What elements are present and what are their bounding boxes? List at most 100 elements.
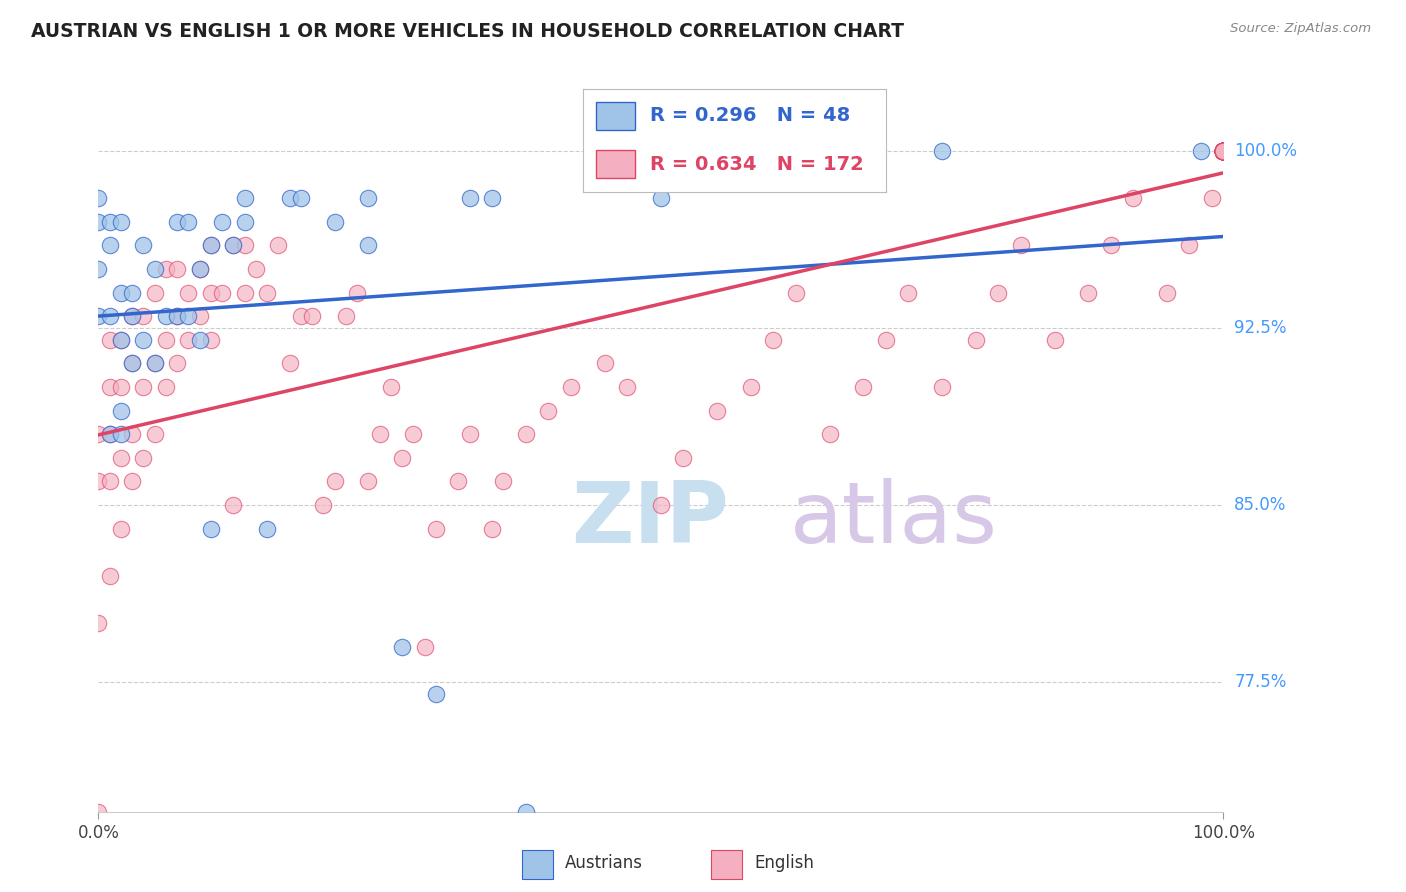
Point [143,356,166,370]
Point [1212,144,1234,158]
Text: 77.5%: 77.5% [1234,673,1286,691]
Point [1212,144,1234,158]
Point [560,380,582,394]
Point [357,191,380,205]
Point [616,380,638,394]
Point [1099,238,1122,252]
Point [346,285,368,300]
Text: R = 0.634   N = 172: R = 0.634 N = 172 [650,154,863,174]
Point [1212,144,1234,158]
Point [87,215,110,229]
Point [1212,144,1234,158]
Point [177,310,200,324]
Point [1212,144,1234,158]
Point [1212,144,1234,158]
Point [1122,191,1144,205]
Point [1212,144,1234,158]
Point [98,568,121,582]
Point [1212,144,1234,158]
Point [143,285,166,300]
Point [1212,144,1234,158]
Point [1212,144,1234,158]
Point [1212,144,1234,158]
Point [1212,144,1234,158]
Point [380,380,402,394]
Point [222,238,245,252]
Point [166,310,188,324]
Point [1212,144,1234,158]
Point [166,215,188,229]
Point [1212,144,1234,158]
Point [1212,144,1234,158]
Point [1212,144,1234,158]
Point [143,427,166,442]
Point [1212,144,1234,158]
Point [110,285,132,300]
Point [1212,144,1234,158]
Point [1212,144,1234,158]
Point [1010,238,1032,252]
Point [166,310,188,324]
Text: AUSTRIAN VS ENGLISH 1 OR MORE VEHICLES IN HOUSEHOLD CORRELATION CHART: AUSTRIAN VS ENGLISH 1 OR MORE VEHICLES I… [31,22,904,41]
Point [1212,144,1234,158]
Point [1212,144,1234,158]
Point [931,380,953,394]
Point [121,310,143,324]
Point [1212,144,1234,158]
Point [1212,144,1234,158]
Point [177,215,200,229]
Point [425,522,447,536]
Point [177,285,200,300]
Point [413,640,436,654]
Point [155,310,177,324]
Point [1212,144,1234,158]
Point [1212,144,1234,158]
Point [1212,144,1234,158]
Point [1043,333,1066,347]
Point [1212,144,1234,158]
Point [143,262,166,277]
Point [87,191,110,205]
Point [98,215,121,229]
Point [233,215,256,229]
Point [98,427,121,442]
Point [155,333,177,347]
Point [132,450,155,465]
Point [1212,144,1234,158]
Point [233,285,256,300]
Point [1212,144,1234,158]
Point [256,285,278,300]
Point [166,356,188,370]
Point [818,168,841,182]
FancyBboxPatch shape [596,102,636,130]
Point [650,191,672,205]
Point [1189,144,1212,158]
Text: Source: ZipAtlas.com: Source: ZipAtlas.com [1230,22,1371,36]
Point [233,238,256,252]
Point [312,498,335,512]
Point [87,427,110,442]
Point [1212,144,1234,158]
Point [1212,144,1234,158]
Point [323,215,346,229]
Point [593,356,616,370]
Point [1212,144,1234,158]
Point [785,285,807,300]
Point [200,285,222,300]
FancyBboxPatch shape [522,850,554,880]
Point [1212,144,1234,158]
Point [1212,144,1234,158]
Point [166,262,188,277]
Text: 85.0%: 85.0% [1234,496,1286,514]
Point [98,333,121,347]
Point [110,450,132,465]
Point [515,805,537,819]
Point [368,427,391,442]
Point [391,640,413,654]
Point [1212,144,1234,158]
Point [188,262,211,277]
Point [1212,144,1234,158]
Point [110,380,132,394]
Point [931,144,953,158]
Point [222,238,245,252]
